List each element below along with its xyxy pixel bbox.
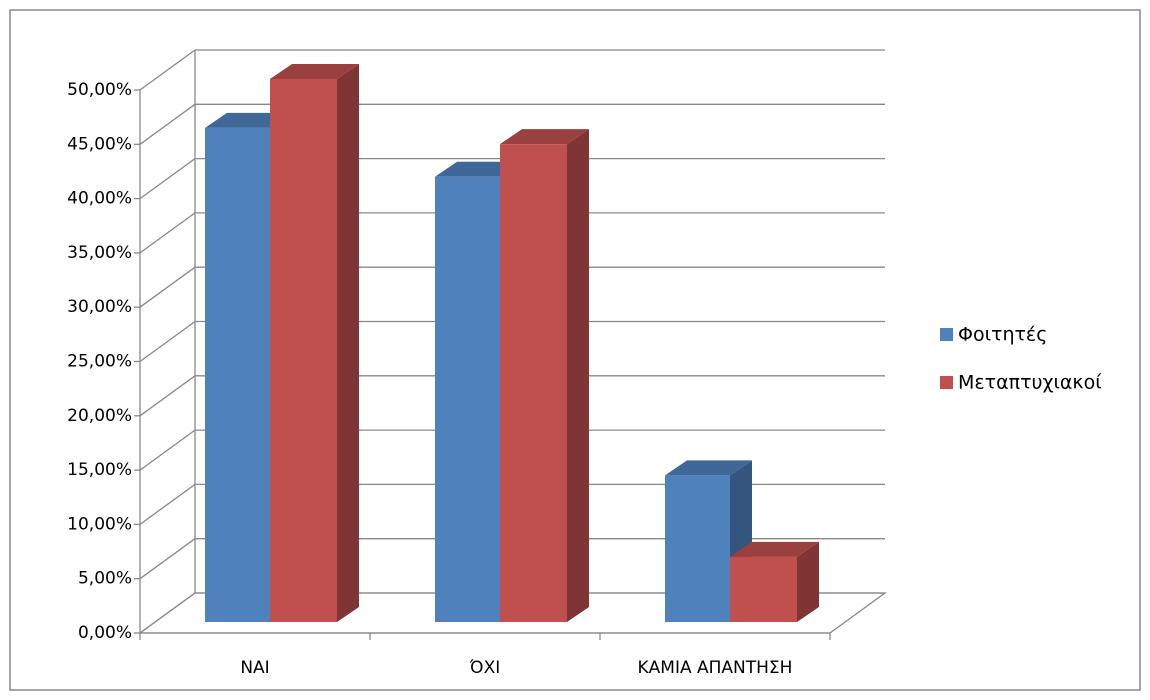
side-grid-line	[139, 592, 196, 634]
side-grid-line	[139, 103, 196, 145]
side-grid-line	[139, 266, 196, 308]
x-tick-label: ΚΑΜΙΑ ΑΠΑΝΤΗΣΗ	[638, 658, 793, 678]
bar-side	[567, 129, 589, 622]
legend-swatch	[940, 376, 953, 389]
y-tick-label: 0,00%	[78, 623, 132, 643]
y-tick-label: 30,00%	[67, 297, 132, 317]
bar-side	[337, 64, 359, 622]
y-tick-label: 5,00%	[78, 569, 132, 589]
bar-front	[665, 475, 730, 622]
y-tick-label: 40,00%	[67, 189, 132, 209]
legend-label: Φοιτητές	[958, 324, 1047, 346]
side-grid-line	[139, 158, 196, 200]
bar-side	[797, 541, 819, 622]
side-grid-line	[139, 320, 196, 363]
legend-label: Μεταπτυχιακοί	[958, 372, 1102, 394]
y-tick-label: 50,00%	[67, 80, 132, 100]
side-grid-line	[139, 538, 196, 580]
side-grid-line	[139, 212, 196, 254]
bar-top	[500, 129, 589, 145]
bar-top	[270, 64, 359, 79]
side-grid-line	[139, 483, 196, 525]
side-grid-line	[139, 375, 196, 417]
y-tick-label: 15,00%	[67, 460, 132, 480]
bar-front	[270, 79, 337, 622]
bar-top	[665, 460, 752, 476]
y-tick-label: 10,00%	[67, 514, 132, 534]
x-tick-label: ΝΑΙ	[240, 658, 269, 678]
bar-front	[435, 176, 500, 623]
bar	[730, 541, 819, 622]
y-tick-label: 25,00%	[67, 352, 132, 372]
bar	[665, 460, 752, 622]
y-tick-label: 35,00%	[67, 243, 132, 263]
bar	[270, 64, 359, 622]
side-grid-line	[139, 49, 196, 91]
side-grid-line	[139, 429, 196, 471]
bar-front	[730, 556, 797, 622]
x-tick-label: ΌΧΙ	[469, 658, 500, 678]
bar-front	[205, 127, 270, 623]
legend-swatch	[940, 328, 953, 341]
bar-front	[500, 144, 567, 622]
y-tick-label: 20,00%	[67, 406, 132, 426]
y-tick-label: 45,00%	[67, 134, 132, 154]
bar-top	[730, 541, 819, 557]
bar	[500, 129, 589, 622]
